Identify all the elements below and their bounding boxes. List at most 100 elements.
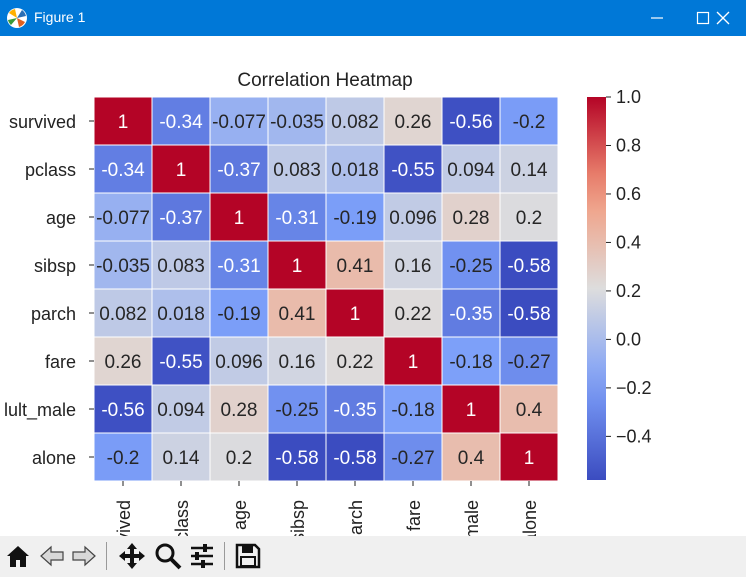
heatmap-cell <box>267 144 327 194</box>
cell-value-label: 1 <box>118 112 129 133</box>
row-label: alone <box>32 448 76 468</box>
heatmap-cell <box>499 336 559 386</box>
colorbar-tick-label: −0.2 <box>616 378 652 398</box>
home-button[interactable] <box>2 540 34 572</box>
heatmap-cell <box>325 384 385 434</box>
heatmap-cell <box>499 192 559 242</box>
cell-value-label: 0.082 <box>99 304 147 325</box>
row-label: sibsp <box>34 256 76 276</box>
cell-value-label: 0.14 <box>511 160 548 181</box>
zoom-button[interactable] <box>152 540 184 572</box>
heatmap-cell <box>441 384 501 434</box>
window-titlebar[interactable]: Figure 1 <box>0 0 746 36</box>
heatmap-cell <box>499 240 559 290</box>
heatmap-cell <box>267 384 327 434</box>
heatmap-cell <box>325 432 385 482</box>
cell-value-label: -0.37 <box>217 160 260 181</box>
heatmap-cell <box>267 288 327 338</box>
heatmap-cell <box>441 192 501 242</box>
save-button[interactable] <box>232 540 264 572</box>
colorbar-tick-label: 1.0 <box>616 87 641 107</box>
cell-value-label: 0.41 <box>279 304 316 325</box>
heatmap-cell <box>267 240 327 290</box>
cell-value-label: 1 <box>408 352 419 373</box>
column-label: class <box>172 500 192 536</box>
heatmap-cell <box>499 144 559 194</box>
row-label: parch <box>31 304 76 324</box>
heatmap-cell <box>151 432 211 482</box>
cell-value-label: -0.19 <box>217 304 260 325</box>
close-button[interactable] <box>700 0 746 36</box>
cell-value-label: 1 <box>176 160 187 181</box>
heatmap-cell <box>499 288 559 338</box>
cell-value-label: 0.094 <box>447 160 495 181</box>
maximize-button[interactable] <box>680 0 726 36</box>
colorbar-tick-label: 0.8 <box>616 135 641 155</box>
cell-value-label: 0.16 <box>279 352 316 373</box>
heatmap-cell <box>383 384 443 434</box>
heatmap-cells <box>93 96 559 482</box>
cell-value-label: -0.55 <box>159 352 202 373</box>
configure-subplots-button[interactable] <box>186 540 218 572</box>
colorbar-ticks: 1.0 0.8 0.6 0.4 0.2 0.0 −0.2 −0.4 <box>606 87 652 446</box>
pan-button[interactable] <box>116 540 148 572</box>
cell-value-label: -0.56 <box>101 400 144 421</box>
cell-value-label: 0.4 <box>516 400 543 421</box>
cell-value-label: -0.55 <box>391 160 434 181</box>
cell-value-label: -0.34 <box>101 160 145 181</box>
heatmap-cell <box>441 240 501 290</box>
cell-value-label: 0.2 <box>226 448 252 469</box>
cell-value-label: 0.4 <box>458 448 485 469</box>
heatmap-cell <box>383 240 443 290</box>
row-label: fare <box>45 352 76 372</box>
cell-value-label: -0.077 <box>96 208 150 229</box>
heatmap-cell <box>267 96 327 146</box>
cell-value-label: -0.25 <box>275 400 318 421</box>
cell-value-label: 0.2 <box>516 208 542 229</box>
heatmap-cell <box>151 240 211 290</box>
cell-value-label: 0.083 <box>157 256 205 277</box>
cell-value-label: 0.083 <box>273 160 321 181</box>
cell-value-label: -0.18 <box>391 400 434 421</box>
figure-canvas[interactable]: Correlation Heatmap 1 -0.34 -0.077 -0.035 0.… <box>0 36 746 536</box>
heatmap-cell <box>93 192 153 242</box>
cell-value-label: 0.14 <box>163 448 200 469</box>
cell-value-label: -0.56 <box>449 112 492 133</box>
cell-value-label: -0.58 <box>333 448 376 469</box>
forward-button[interactable] <box>68 540 100 572</box>
cell-value-label: -0.35 <box>333 400 376 421</box>
column-label: sibsp <box>288 500 308 536</box>
cell-value-label: 0.096 <box>389 208 437 229</box>
heatmap-cell <box>209 144 269 194</box>
cell-value-label: 1 <box>466 400 477 421</box>
cell-value-label: 0.26 <box>105 352 142 373</box>
heatmap-cell <box>383 432 443 482</box>
cell-value-label: -0.18 <box>449 352 492 373</box>
heatmap-cell <box>383 144 443 194</box>
heatmap-cell <box>93 384 153 434</box>
heatmap-cell <box>151 144 211 194</box>
matplotlib-app-icon <box>6 7 28 29</box>
cell-value-label: 1 <box>350 304 361 325</box>
cell-value-label: 0.28 <box>221 400 258 421</box>
cell-value-label: -0.37 <box>159 208 202 229</box>
toolbar-separator <box>224 542 225 570</box>
cell-value-label: -0.27 <box>391 448 434 469</box>
cell-value-label: 0.26 <box>395 112 432 133</box>
cell-value-label: -0.035 <box>96 256 150 277</box>
cell-value-label: -0.31 <box>275 208 318 229</box>
cell-value-label: 1 <box>234 208 245 229</box>
minimize-button[interactable] <box>634 0 680 36</box>
heatmap-cell <box>441 96 501 146</box>
cell-value-label: 0.018 <box>331 160 379 181</box>
back-button[interactable] <box>36 540 68 572</box>
heatmap-cell <box>325 144 385 194</box>
window-title: Figure 1 <box>34 9 86 25</box>
colorbar-tick-label: 0.2 <box>616 281 641 301</box>
heatmap-cell <box>151 384 211 434</box>
heatmap-cell <box>325 336 385 386</box>
heatmap-cell <box>499 384 559 434</box>
cell-value-label: -0.035 <box>270 112 324 133</box>
cell-value-label: -0.31 <box>217 256 260 277</box>
column-label: rvived <box>114 500 134 536</box>
